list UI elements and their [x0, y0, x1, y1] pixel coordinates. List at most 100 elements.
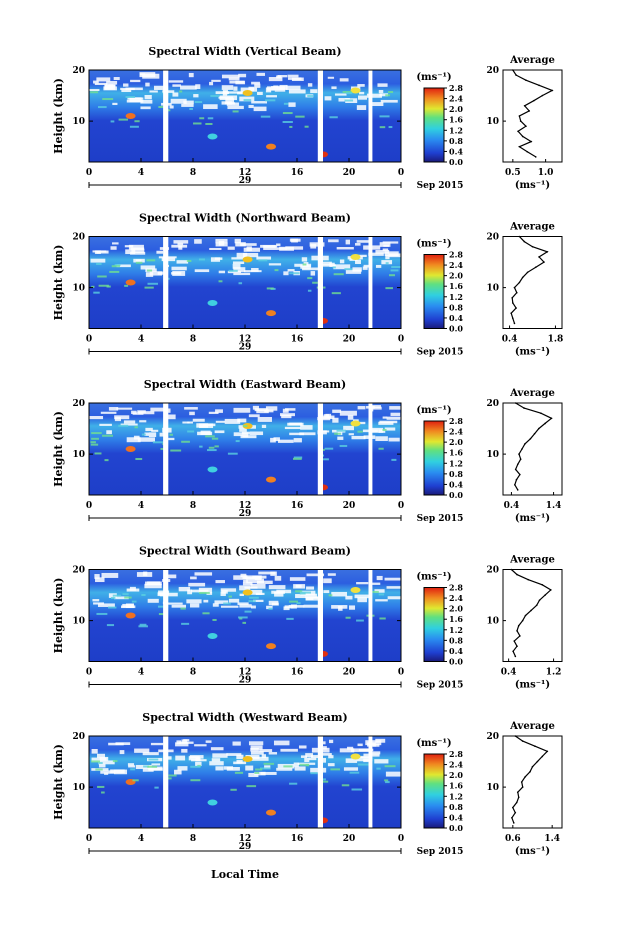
sparse-patch: [209, 81, 214, 86]
echo-streak: [295, 590, 303, 593]
echo-blob: [125, 113, 136, 119]
sparse-patch: [253, 599, 264, 602]
echo-streak: [143, 765, 150, 768]
sparse-patch: [198, 587, 213, 593]
echo-streak: [91, 285, 95, 288]
sparse-patch: [221, 74, 240, 79]
sparse-patch: [90, 258, 106, 263]
x-tick-label: 16: [291, 834, 304, 844]
echo-streak: [289, 600, 299, 603]
average-point: [544, 594, 546, 596]
colorbar-tick-label: 0.8: [449, 469, 463, 479]
average-title: Average: [509, 555, 555, 566]
sparse-patch: [374, 759, 389, 764]
sparse-patch: [138, 411, 155, 415]
x-tick-label: 4: [138, 335, 144, 345]
x-tick-label: 0: [398, 501, 404, 511]
sparse-patch: [270, 437, 276, 443]
average-point: [521, 448, 523, 450]
sparse-patch: [183, 100, 194, 105]
sparse-patch: [328, 239, 339, 243]
average-y-tick-label: 10: [486, 617, 499, 627]
sparse-patch: [101, 572, 119, 578]
sparse-patch: [181, 739, 188, 744]
sparse-patch: [188, 582, 206, 587]
y-tick-label: 20: [72, 66, 85, 76]
echo-streak: [158, 613, 167, 616]
sparse-patch: [359, 91, 365, 95]
echo-streak: [93, 291, 100, 294]
sparse-patch: [210, 257, 221, 262]
sparse-patch: [224, 418, 241, 424]
sparse-patch: [343, 425, 355, 431]
colorbar-tick-label: 2.4: [449, 94, 463, 104]
average-y-tick-label: 10: [486, 450, 499, 460]
sparse-patch: [119, 750, 125, 755]
colorbar-tick-label: 1.2: [449, 292, 463, 302]
echo-streak: [378, 593, 385, 596]
x-tick-label: 20: [343, 834, 356, 844]
sparse-patch: [250, 583, 266, 589]
sparse-patch: [211, 79, 221, 82]
echo-blob: [242, 423, 253, 429]
y-tick-label: 10: [72, 617, 85, 627]
average-point: [534, 266, 537, 268]
sparse-patch: [130, 251, 146, 255]
sparse-patch: [131, 410, 137, 414]
sparse-patch: [203, 599, 209, 603]
sparse-patch: [194, 269, 210, 273]
average-x-tick-label: 0.4: [501, 668, 517, 678]
echo-streak: [321, 448, 325, 451]
average-point: [550, 417, 553, 420]
echo-streak: [299, 763, 310, 766]
sparse-patch: [127, 763, 135, 766]
month-label: Sep 2015: [417, 348, 464, 358]
average-point: [513, 286, 516, 289]
y-tick-label: 10: [72, 117, 85, 127]
sparse-patch: [145, 427, 153, 432]
echo-streak: [168, 774, 177, 777]
month-label: Sep 2015: [417, 847, 464, 857]
sparse-patch: [385, 771, 403, 777]
panel-1: Spectral Width (Northward Beam) 20 10 Heigh…: [52, 212, 563, 358]
sparse-patch: [194, 744, 207, 747]
data-gap: [317, 569, 323, 662]
sparse-patch: [120, 87, 135, 91]
sparse-patch: [256, 409, 269, 414]
average-point: [538, 256, 540, 258]
sparse-patch: [347, 746, 354, 750]
sparse-patch: [151, 763, 161, 766]
sparse-patch: [266, 605, 273, 610]
colorbar-tick-label: 0.4: [449, 646, 463, 656]
sparse-patch: [228, 77, 240, 81]
echo-streak: [202, 612, 210, 615]
echo-streak: [131, 600, 137, 603]
colorbar-tick-label: 0.8: [449, 802, 463, 812]
echo-blob: [266, 643, 276, 650]
sparse-patch: [258, 571, 276, 575]
sparse-patch: [249, 431, 264, 436]
sparse-patch: [128, 244, 144, 250]
average-x-tick-label: 1.4: [544, 834, 560, 844]
echo-blob: [266, 310, 276, 317]
echo-streak: [110, 596, 116, 599]
average-point: [534, 745, 536, 748]
y-axis-label: Height (km): [52, 744, 65, 820]
sparse-patch: [277, 75, 288, 78]
colorbar-tick-label: 1.6: [449, 115, 463, 125]
average-x-tick-label: 1.0: [538, 168, 554, 178]
sparse-patch: [282, 408, 289, 413]
colorbar: [423, 254, 445, 329]
sparse-patch: [149, 271, 162, 276]
echo-streak: [179, 90, 183, 93]
echo-streak: [141, 433, 146, 436]
x-tick-label: 16: [291, 168, 304, 178]
sparse-patch: [356, 240, 370, 243]
echo-streak: [333, 273, 344, 276]
echo-streak: [310, 772, 318, 775]
sparse-patch: [347, 415, 354, 420]
sparse-patch: [144, 94, 152, 100]
sparse-patch: [327, 76, 335, 79]
echo-streak: [382, 428, 387, 431]
